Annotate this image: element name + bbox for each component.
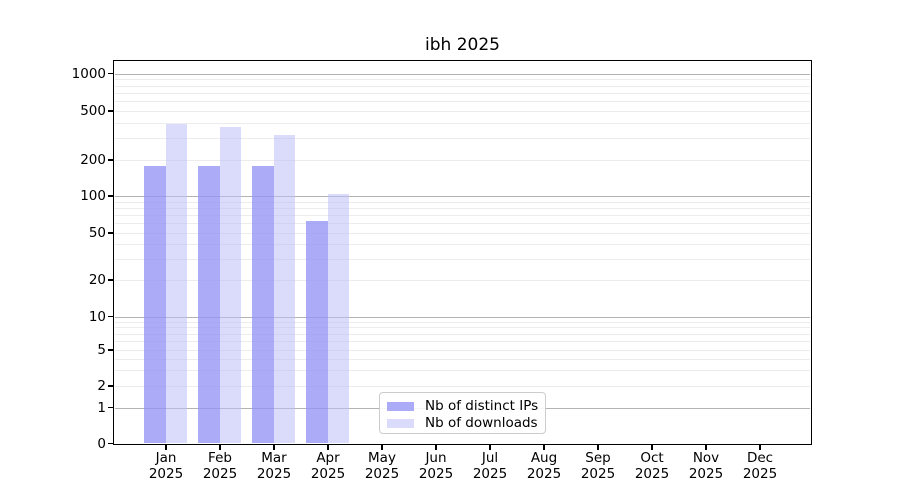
y-tick-label: 100 xyxy=(80,188,106,204)
gridline-minor xyxy=(115,333,810,335)
legend-item-downloads: Nb of downloads xyxy=(387,415,538,431)
x-tick-label-aug: Aug 2025 xyxy=(526,450,562,482)
gridline-major xyxy=(115,196,810,197)
x-tick-label-sep: Sep 2025 xyxy=(580,450,616,482)
x-tick-mark xyxy=(165,445,167,450)
gridline-minor xyxy=(115,233,810,234)
x-tick-mark xyxy=(543,445,545,450)
x-tick-label-dec: Dec 2025 xyxy=(742,450,778,482)
gridline-minor xyxy=(115,215,810,216)
y-tick-mark xyxy=(108,195,113,197)
bar-distinct-ips-apr xyxy=(306,220,328,443)
y-tick-mark xyxy=(108,349,113,351)
gridline-minor xyxy=(115,122,810,124)
x-tick-label-jun: Jun 2025 xyxy=(418,450,454,482)
gridline-minor xyxy=(115,341,810,343)
legend-item-distinct-ips: Nb of distinct IPs xyxy=(387,398,538,414)
gridline-minor xyxy=(115,223,810,225)
y-tick-label: 20 xyxy=(88,272,106,288)
gridline-minor xyxy=(115,350,810,351)
gridline-minor xyxy=(115,111,810,112)
y-tick-mark xyxy=(108,315,113,318)
y-tick-label: 2 xyxy=(97,378,106,394)
gridline-minor xyxy=(115,201,810,203)
x-tick-mark xyxy=(597,445,599,450)
gridline-minor xyxy=(115,280,810,281)
x-tick-label-jan: Jan 2025 xyxy=(148,450,184,482)
y-tick-label: 0 xyxy=(97,435,106,452)
x-tick-label-may: May 2025 xyxy=(364,450,400,482)
x-tick-mark xyxy=(435,445,437,450)
x-tick-label-mar: Mar 2025 xyxy=(256,450,292,482)
y-tick-mark xyxy=(108,159,113,161)
y-tick-label: 50 xyxy=(88,225,106,241)
x-tick-mark xyxy=(381,445,383,450)
x-tick-label-apr: Apr 2025 xyxy=(310,450,346,482)
x-tick-label-oct: Oct 2025 xyxy=(634,450,670,482)
gridline-major xyxy=(115,316,810,318)
y-tick-mark xyxy=(108,279,113,281)
plot-area xyxy=(115,62,810,443)
gridline-minor xyxy=(115,138,810,140)
legend-label-distinct-ips: Nb of distinct IPs xyxy=(425,398,539,414)
gridline-minor xyxy=(115,85,810,87)
gridline-minor xyxy=(115,92,810,94)
bar-distinct-ips-feb xyxy=(198,165,220,443)
gridline-minor xyxy=(115,79,810,81)
x-tick-label-feb: Feb 2025 xyxy=(202,450,238,482)
chart-title: ibh 2025 xyxy=(425,35,500,55)
x-tick-mark xyxy=(651,445,653,450)
y-tick-mark xyxy=(108,232,113,234)
gridline-minor xyxy=(115,370,810,372)
legend-swatch-distinct-ips xyxy=(387,401,414,411)
legend-label-downloads: Nb of downloads xyxy=(425,415,538,431)
bar-downloads-mar xyxy=(273,134,295,443)
gridline-minor xyxy=(115,259,810,261)
gridline-minor xyxy=(115,207,810,209)
legend-swatch-downloads xyxy=(387,418,414,428)
y-tick-label: 500 xyxy=(80,103,106,119)
x-tick-mark xyxy=(489,445,491,450)
y-tick-label: 1 xyxy=(97,399,106,416)
y-tick-label: 200 xyxy=(80,152,106,168)
y-tick-label: 1000 xyxy=(71,65,106,82)
gridline-minor xyxy=(115,327,810,329)
y-tick-mark xyxy=(108,442,113,445)
x-tick-label-nov: Nov 2025 xyxy=(688,450,724,482)
y-tick-mark xyxy=(108,406,113,409)
y-tick-label: 10 xyxy=(88,308,106,325)
y-tick-mark xyxy=(108,110,113,112)
gridline-minor xyxy=(115,101,810,103)
y-tick-mark xyxy=(108,385,113,387)
x-tick-mark xyxy=(759,445,761,450)
gridline-major xyxy=(115,73,810,75)
bar-downloads-feb xyxy=(219,127,241,443)
gridline-minor xyxy=(115,386,810,387)
x-tick-mark xyxy=(705,445,707,450)
x-tick-mark xyxy=(327,445,329,450)
y-tick-label: 5 xyxy=(97,342,106,358)
x-tick-label-jul: Jul 2025 xyxy=(472,450,508,482)
gridline-minor xyxy=(115,244,810,246)
bar-distinct-ips-mar xyxy=(252,165,274,443)
bar-downloads-apr xyxy=(327,193,349,443)
bar-distinct-ips-jan xyxy=(144,165,166,443)
gridline-minor xyxy=(115,321,810,323)
y-tick-mark xyxy=(108,72,113,75)
x-tick-mark xyxy=(273,445,275,450)
gridline-minor xyxy=(115,160,810,161)
legend: Nb of distinct IPs Nb of downloads xyxy=(379,392,546,434)
plot-area-border xyxy=(113,60,812,445)
x-tick-mark xyxy=(219,445,221,450)
bar-downloads-jan xyxy=(165,124,187,443)
gridline-minor xyxy=(115,358,810,360)
